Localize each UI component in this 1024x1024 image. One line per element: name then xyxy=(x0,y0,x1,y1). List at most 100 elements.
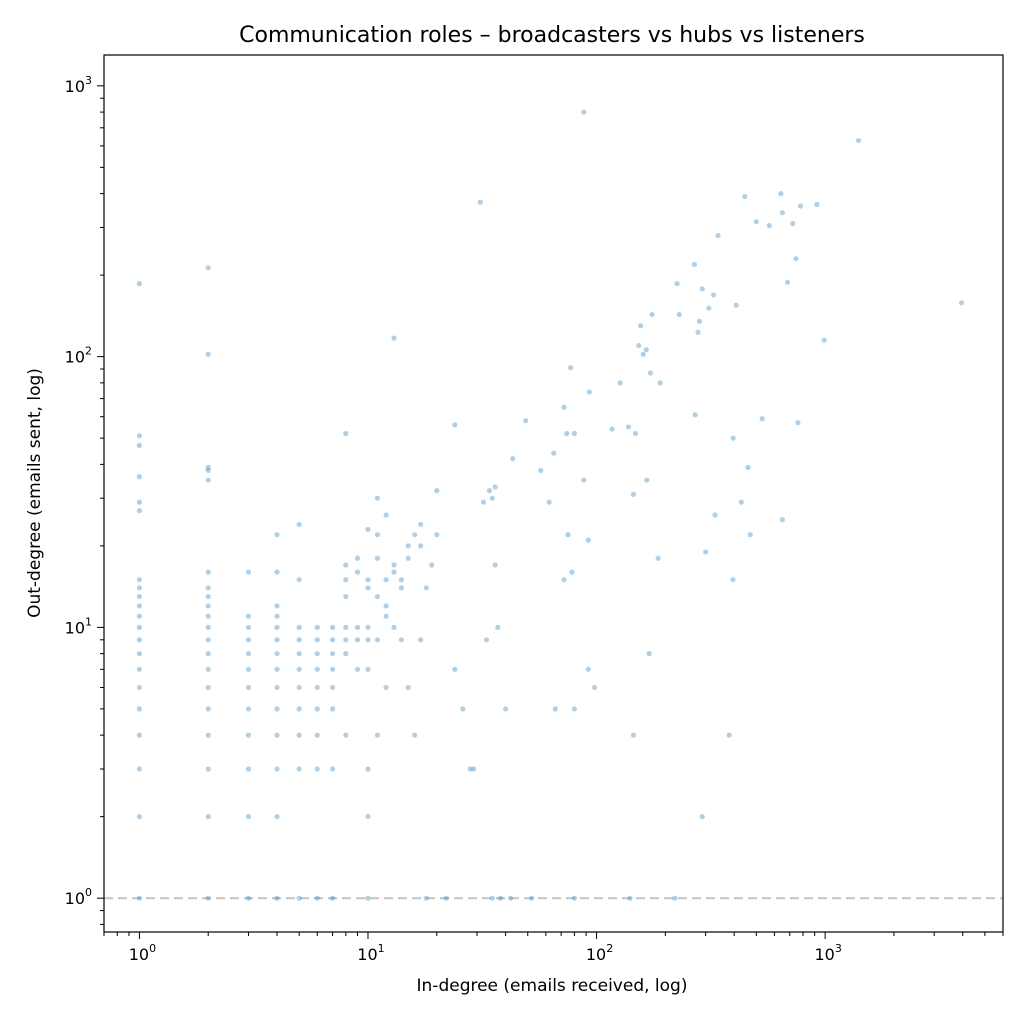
data-point xyxy=(492,484,498,490)
data-point xyxy=(136,585,143,591)
data-point xyxy=(343,562,349,568)
data-point xyxy=(274,766,280,772)
data-point xyxy=(480,499,487,505)
data-point xyxy=(245,569,252,575)
data-point xyxy=(726,732,732,738)
data-point xyxy=(632,430,639,437)
data-point xyxy=(296,651,302,657)
data-point xyxy=(296,521,302,528)
data-point xyxy=(429,562,435,568)
data-point xyxy=(706,305,712,311)
data-point xyxy=(703,549,709,555)
data-point xyxy=(564,430,570,437)
data-point xyxy=(245,732,252,738)
data-point xyxy=(245,684,252,691)
data-point xyxy=(489,495,495,501)
x-tick-label: 101 xyxy=(357,942,384,964)
data-point xyxy=(452,422,458,428)
data-point xyxy=(329,666,336,672)
data-point xyxy=(405,555,411,561)
data-point xyxy=(205,603,211,609)
data-point xyxy=(274,706,280,712)
data-point xyxy=(245,624,252,631)
data-point xyxy=(581,109,587,115)
data-point xyxy=(329,651,336,657)
data-point xyxy=(730,577,736,583)
data-point xyxy=(779,210,785,216)
data-point xyxy=(383,512,389,518)
data-point xyxy=(655,555,661,561)
data-point xyxy=(205,666,211,672)
data-point xyxy=(733,302,739,308)
data-point xyxy=(391,562,397,568)
data-point xyxy=(329,766,336,772)
data-point xyxy=(136,593,143,600)
data-point xyxy=(625,424,632,430)
data-point xyxy=(766,222,772,229)
data-point xyxy=(790,220,796,227)
data-point xyxy=(296,895,302,901)
data-point xyxy=(636,342,642,349)
data-point xyxy=(586,389,592,395)
data-point xyxy=(609,426,615,432)
y-tick-label: 102 xyxy=(65,345,92,367)
data-point xyxy=(958,300,965,306)
data-point xyxy=(398,637,404,643)
data-point xyxy=(296,666,302,672)
data-point xyxy=(497,895,504,901)
data-point xyxy=(136,499,143,505)
data-point xyxy=(365,666,371,672)
data-point xyxy=(699,814,705,820)
data-point xyxy=(245,814,252,820)
data-point xyxy=(565,532,571,538)
data-point xyxy=(274,532,280,538)
data-point xyxy=(561,404,567,410)
data-point xyxy=(699,286,705,292)
data-point xyxy=(205,585,211,591)
data-point xyxy=(245,895,252,901)
data-point xyxy=(245,613,252,619)
data-point xyxy=(329,684,336,691)
data-point xyxy=(674,281,680,287)
data-point xyxy=(205,464,211,470)
data-point xyxy=(374,495,381,501)
data-point xyxy=(343,732,349,738)
axes: 100 101 102 103 100 101 102 103 xyxy=(65,54,1004,964)
data-point xyxy=(296,577,302,583)
data-point xyxy=(205,624,211,631)
data-point xyxy=(418,637,424,643)
data-point xyxy=(460,706,466,712)
data-point xyxy=(434,488,440,494)
data-point xyxy=(747,532,753,538)
data-point xyxy=(405,684,411,691)
data-point xyxy=(374,532,381,538)
data-point xyxy=(617,380,623,386)
data-point xyxy=(314,684,320,691)
data-point xyxy=(314,637,320,643)
data-point xyxy=(546,499,552,505)
data-point xyxy=(423,895,429,901)
data-point xyxy=(742,193,748,200)
data-point xyxy=(374,593,381,600)
data-point xyxy=(418,521,424,528)
data-point xyxy=(296,684,302,691)
data-point xyxy=(471,766,477,772)
data-point xyxy=(365,624,371,631)
data-point xyxy=(738,499,744,505)
data-point xyxy=(383,684,389,691)
data-point xyxy=(412,532,418,538)
data-point xyxy=(329,895,336,901)
data-point xyxy=(434,532,440,538)
data-point xyxy=(398,585,404,591)
data-point xyxy=(784,279,791,285)
data-point xyxy=(405,543,411,549)
data-point xyxy=(205,684,211,691)
data-point xyxy=(136,624,143,631)
data-point xyxy=(205,814,211,820)
data-point xyxy=(274,814,280,820)
data-point xyxy=(710,292,717,298)
data-point xyxy=(492,562,498,568)
data-point xyxy=(712,512,718,518)
